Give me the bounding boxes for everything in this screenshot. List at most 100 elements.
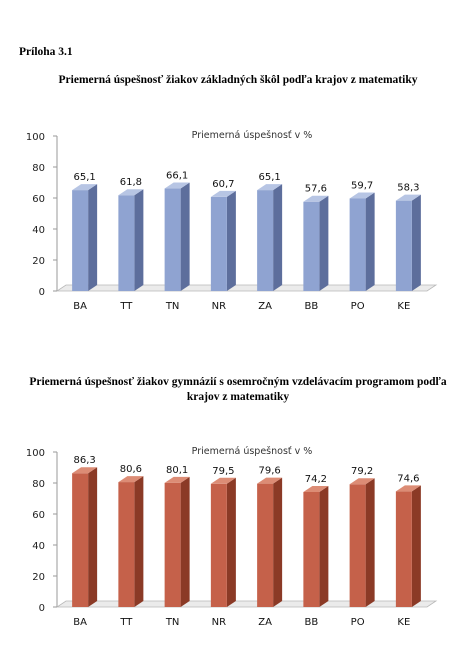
bar-chart-gymnasiums: 0 20 40 60 80 100 Priemerná úspešnosť v % 86,3 B… [26,446,438,628]
bar [395,194,421,291]
bar-front [118,195,135,291]
bar-top [164,476,190,483]
y-tick-label: 80 [32,163,45,174]
x-tick-label: NR [212,301,226,312]
x-tick-label: KE [397,617,410,628]
chart-title: Priemerná úspešnosť v % [192,446,313,457]
y-tick-label: 0 [39,603,45,614]
bar-front [210,483,227,607]
bar-top [210,190,236,197]
bar [164,182,190,291]
bar-top [395,194,421,201]
x-tick-label: ZA [258,617,272,628]
x-tick-label: PO [351,301,365,312]
bar-side [411,485,421,607]
bar-side [319,195,329,291]
bar-side [365,192,375,291]
bar [303,485,329,607]
chart-heading-primary-schools: Priemerná úspešnosť žiakov základných šk… [58,74,418,86]
bar [210,190,236,291]
x-tick-label: TN [165,617,180,628]
y-tick-label: 100 [26,448,45,459]
bar-top [257,477,283,484]
x-tick-label: PO [351,617,365,628]
data-label: 79,5 [212,466,234,477]
bar-side [273,184,283,291]
x-tick-label: KE [397,301,410,312]
y-tick-label: 40 [32,541,45,552]
x-tick-label: NR [212,617,226,628]
bar-side [226,477,236,607]
x-tick-label: BB [305,617,319,628]
chart-floor [55,284,438,292]
bar-front [164,188,181,291]
y-tick-label: 100 [26,132,45,143]
chart-primary-schools: 0 20 40 60 80 100 Priemerná úspešnosť v % 65,1 B… [17,116,457,316]
bar-front [395,200,412,291]
bar-side [319,485,329,607]
data-label: 74,2 [305,474,327,485]
data-label: 74,6 [397,473,419,484]
bar-top [395,485,421,492]
bar-side [365,478,375,607]
bar-side [411,194,421,291]
bar [349,192,375,291]
bar-front [303,491,320,607]
data-label: 80,1 [166,465,188,476]
bar-side [180,476,190,607]
bar-top [303,485,329,492]
bar-front [257,190,274,291]
chart-title: Priemerná úspešnosť v % [192,130,313,141]
x-tick-label: TT [119,301,133,312]
bar-side [134,189,144,291]
bar-top [72,467,98,474]
y-tick-label: 20 [32,256,45,267]
x-tick-label: BA [73,617,87,628]
bar-side [88,467,98,607]
y-tick-label: 60 [32,194,45,205]
bar-top [210,477,236,484]
bar-side [180,182,190,291]
bar-top [349,478,375,485]
bar [72,467,98,607]
y-tick-label: 60 [32,510,45,521]
data-label: 79,6 [258,466,280,477]
bar-front [72,473,89,607]
bar-side [134,476,144,607]
bar-side [273,477,283,607]
y-tick-label: 40 [32,225,45,236]
bar-top [72,184,98,191]
data-label: 58,3 [397,183,419,194]
bar-chart-primary-schools: 0 20 40 60 80 100 Priemerná úspešnosť v % 65,1 B… [26,130,438,312]
axes: 0 20 40 60 80 100 [26,132,438,298]
bar [349,478,375,607]
bar [210,477,236,607]
data-label: 65,1 [258,172,280,183]
bar [257,477,283,607]
chart-heading-gymnasiums: Priemerná úspešnosť žiakov gymnázií s os… [29,376,447,403]
axes: 0 20 40 60 80 100 [26,448,438,614]
bar [72,184,98,291]
data-label: 57,6 [305,184,327,195]
x-tick-label: BB [305,301,319,312]
bar-front [72,190,89,291]
data-label: 65,1 [73,172,95,183]
data-label: 61,8 [120,177,142,188]
data-label: 86,3 [73,455,95,466]
chart-floor [55,600,438,608]
bar [303,195,329,291]
bar [118,476,144,607]
bar-front [303,201,320,291]
bar [395,485,421,607]
data-label: 66,1 [166,171,188,182]
y-tick-label: 20 [32,572,45,583]
bar-top [257,184,283,191]
data-label: 80,6 [120,464,142,475]
y-tick-label: 80 [32,479,45,490]
bar-side [88,184,98,291]
bar-side [226,190,236,291]
bar-top [164,182,190,189]
x-tick-label: ZA [258,301,272,312]
bar-front [118,482,135,607]
x-tick-label: TN [165,301,180,312]
